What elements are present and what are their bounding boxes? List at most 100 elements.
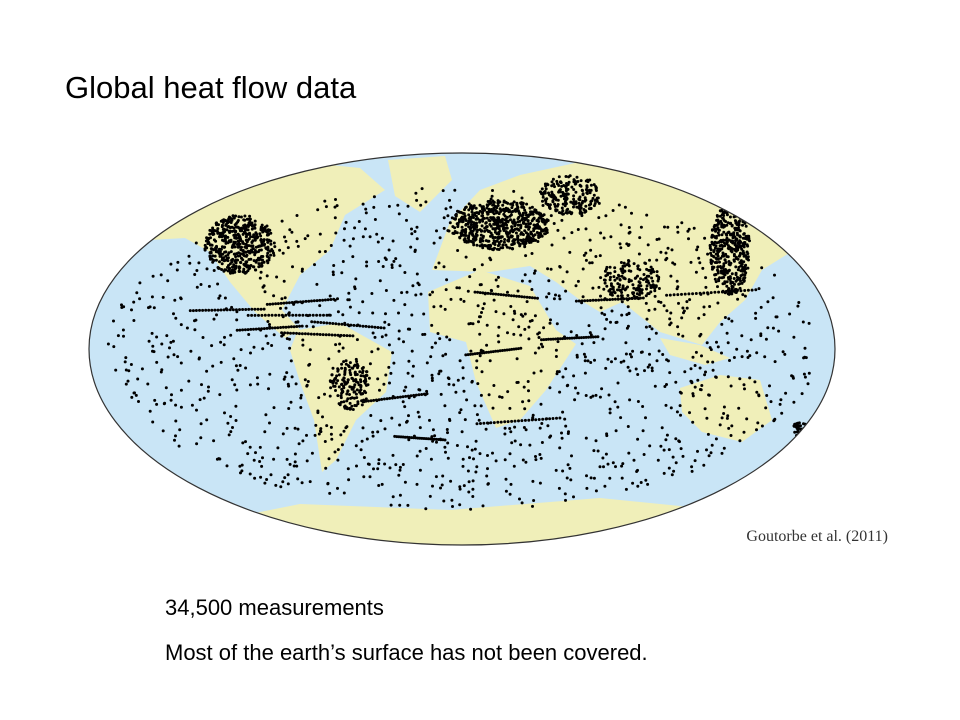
dot xyxy=(593,202,597,205)
dot xyxy=(599,294,602,298)
dot xyxy=(713,246,717,250)
dot xyxy=(503,432,507,436)
dot xyxy=(619,416,623,420)
dot xyxy=(321,298,325,302)
dot xyxy=(439,304,443,308)
dot xyxy=(589,188,593,192)
dot xyxy=(377,458,381,462)
dot xyxy=(512,240,516,244)
dot xyxy=(463,237,467,241)
dot xyxy=(609,320,612,324)
dot xyxy=(384,289,388,292)
dot xyxy=(369,414,373,417)
dot xyxy=(229,333,233,337)
dot xyxy=(557,211,561,215)
dot xyxy=(685,306,689,310)
dot xyxy=(593,358,596,362)
dot xyxy=(759,334,763,338)
dot xyxy=(415,272,419,276)
dot xyxy=(691,420,695,424)
dot xyxy=(660,426,664,430)
dot xyxy=(218,457,222,461)
dot xyxy=(205,267,209,271)
dot xyxy=(403,405,407,409)
dot xyxy=(504,489,508,493)
dot xyxy=(238,237,242,241)
dot xyxy=(344,362,348,366)
dot xyxy=(313,433,317,437)
dot xyxy=(190,403,194,407)
dot xyxy=(636,484,640,488)
dot xyxy=(359,384,363,388)
dot xyxy=(281,432,285,436)
dot xyxy=(222,258,225,262)
dot xyxy=(234,419,238,422)
dot xyxy=(359,378,362,382)
dot xyxy=(349,396,353,400)
dot xyxy=(668,317,672,321)
dot xyxy=(630,355,633,359)
dot xyxy=(508,492,512,496)
dot xyxy=(740,215,744,218)
dot xyxy=(358,389,362,393)
dot xyxy=(512,464,516,468)
dot xyxy=(707,454,711,458)
dot xyxy=(486,454,489,457)
dot xyxy=(335,374,339,378)
dot xyxy=(266,229,269,233)
dot xyxy=(744,224,748,228)
dot xyxy=(469,225,472,229)
dot xyxy=(155,335,159,339)
dot xyxy=(428,418,431,422)
dot xyxy=(447,382,451,386)
dot xyxy=(619,223,623,227)
dot xyxy=(384,312,387,316)
dot xyxy=(613,291,617,295)
dot xyxy=(648,444,652,448)
dot xyxy=(343,366,347,370)
dot xyxy=(468,231,472,235)
dot xyxy=(226,241,230,245)
dot xyxy=(569,478,573,482)
dot xyxy=(600,298,603,302)
dot xyxy=(518,212,522,216)
dot xyxy=(647,337,651,341)
dot xyxy=(358,370,362,374)
dot xyxy=(727,238,731,242)
dot xyxy=(736,268,740,272)
dot xyxy=(711,360,715,364)
dot xyxy=(614,465,617,469)
dot xyxy=(371,430,375,434)
dot xyxy=(754,311,758,315)
dot xyxy=(223,250,227,254)
dot xyxy=(563,417,567,421)
dot xyxy=(398,395,402,399)
dot xyxy=(205,236,209,240)
dot xyxy=(465,398,469,402)
dot xyxy=(229,430,233,434)
dot xyxy=(376,326,380,329)
dot xyxy=(391,453,395,457)
dot xyxy=(622,261,626,265)
dot xyxy=(536,332,540,336)
dot xyxy=(650,369,654,373)
dot xyxy=(498,218,502,222)
dot xyxy=(453,188,457,192)
dot xyxy=(600,311,604,315)
dot xyxy=(236,239,240,243)
dot xyxy=(470,210,474,214)
dot xyxy=(508,452,512,456)
dot xyxy=(400,291,404,295)
dot xyxy=(719,256,723,260)
dot xyxy=(172,312,175,316)
dot xyxy=(611,285,615,289)
dot xyxy=(132,300,136,304)
dot xyxy=(428,293,432,297)
dot xyxy=(572,374,576,378)
dot xyxy=(743,221,747,225)
dot xyxy=(434,265,438,269)
dot xyxy=(627,297,631,301)
dot xyxy=(466,222,470,226)
dot xyxy=(262,243,266,247)
dot xyxy=(334,389,337,392)
